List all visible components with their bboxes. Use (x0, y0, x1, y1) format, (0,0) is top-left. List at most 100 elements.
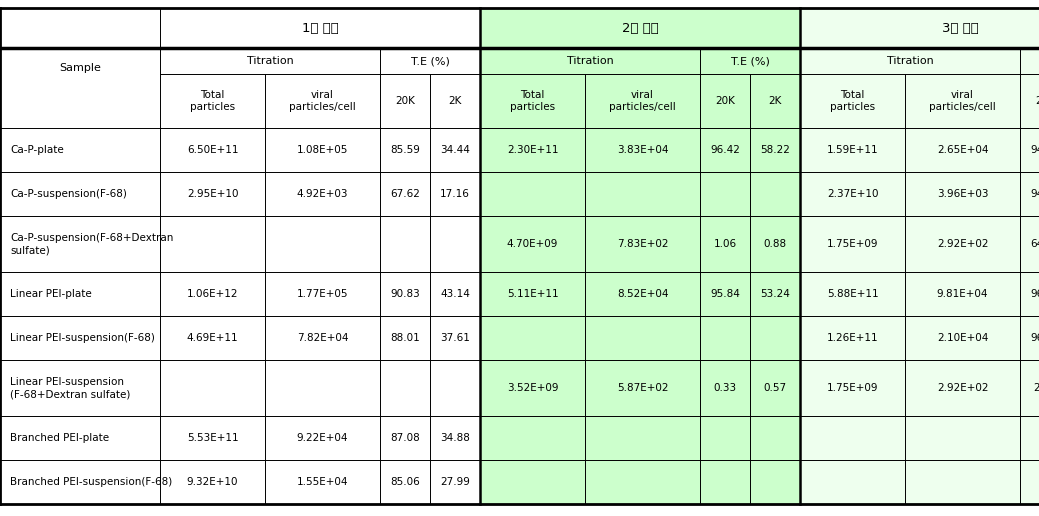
Bar (1020, 316, 1039, 360)
Bar (905, 74, 1020, 128)
Bar (700, 216, 750, 272)
Text: 3차 실험: 3차 실험 (941, 22, 979, 35)
Bar (800, 360, 905, 416)
Bar (905, 272, 1020, 316)
Text: 3.96E+03: 3.96E+03 (937, 189, 988, 199)
Bar (750, 416, 800, 460)
Bar (700, 48, 800, 74)
Bar (1020, 128, 1039, 172)
Bar (750, 172, 800, 216)
Bar (1020, 272, 1039, 316)
Text: Branched PEI-plate: Branched PEI-plate (10, 433, 109, 443)
Bar (905, 416, 1020, 460)
Bar (1020, 416, 1039, 460)
Text: 43.14: 43.14 (441, 289, 470, 299)
Bar (480, 272, 585, 316)
Bar (585, 416, 700, 460)
Bar (265, 172, 380, 216)
Bar (585, 460, 700, 504)
Text: Linear PEI-plate: Linear PEI-plate (10, 289, 91, 299)
Bar (0, 460, 160, 504)
Text: 96.42: 96.42 (710, 145, 740, 155)
Bar (430, 128, 480, 172)
Bar (1020, 74, 1039, 128)
Text: 3.83E+04: 3.83E+04 (617, 145, 668, 155)
Text: 94.72: 94.72 (1030, 145, 1039, 155)
Bar (430, 272, 480, 316)
Text: 2K: 2K (768, 96, 781, 106)
Text: Sample: Sample (59, 63, 101, 73)
Bar (265, 272, 380, 316)
Bar (1020, 48, 1039, 74)
Bar (800, 416, 905, 460)
Bar (480, 360, 585, 416)
Bar (480, 74, 585, 128)
Bar (380, 172, 430, 216)
Bar (160, 216, 265, 272)
Bar (700, 460, 750, 504)
Bar (380, 316, 430, 360)
Text: 2.37E+10: 2.37E+10 (827, 189, 878, 199)
Bar (905, 460, 1020, 504)
Text: 64.22: 64.22 (1030, 239, 1039, 249)
Bar (0, 272, 160, 316)
Bar (700, 316, 750, 360)
Text: 85.06: 85.06 (390, 477, 420, 487)
Bar (160, 48, 380, 74)
Text: 1.08E+05: 1.08E+05 (297, 145, 348, 155)
Bar (1020, 216, 1039, 272)
Bar (380, 216, 430, 272)
Bar (430, 172, 480, 216)
Bar (160, 416, 265, 460)
Text: 1.59E+11: 1.59E+11 (827, 145, 878, 155)
Bar (750, 128, 800, 172)
Text: 4.92E+03: 4.92E+03 (297, 189, 348, 199)
Bar (585, 272, 700, 316)
Bar (480, 172, 585, 216)
Text: T.E (%): T.E (%) (410, 56, 450, 66)
Bar (480, 416, 585, 460)
Bar (800, 8, 1039, 48)
Text: Ca-P-suspension(F-68+Dextran
sulfate): Ca-P-suspension(F-68+Dextran sulfate) (10, 233, 174, 255)
Bar (0, 172, 160, 216)
Bar (585, 360, 700, 416)
Bar (750, 460, 800, 504)
Bar (430, 316, 480, 360)
Text: 85.59: 85.59 (390, 145, 420, 155)
Text: 87.08: 87.08 (390, 433, 420, 443)
Text: Ca-P-plate: Ca-P-plate (10, 145, 63, 155)
Text: viral
particles/cell: viral particles/cell (289, 90, 356, 112)
Text: 7.82E+04: 7.82E+04 (297, 333, 348, 343)
Bar (800, 172, 905, 216)
Text: 9.22E+04: 9.22E+04 (297, 433, 348, 443)
Text: 5.53E+11: 5.53E+11 (187, 433, 238, 443)
Bar (265, 316, 380, 360)
Text: 8.52E+04: 8.52E+04 (617, 289, 668, 299)
Bar (0, 216, 160, 272)
Bar (380, 74, 430, 128)
Bar (380, 48, 480, 74)
Bar (700, 272, 750, 316)
Text: 2.92E+02: 2.92E+02 (937, 239, 988, 249)
Text: 1차 실험: 1차 실험 (301, 22, 339, 35)
Text: 1.26E+11: 1.26E+11 (827, 333, 878, 343)
Bar (160, 272, 265, 316)
Bar (750, 74, 800, 128)
Bar (265, 216, 380, 272)
Bar (380, 272, 430, 316)
Text: 2.92E+02: 2.92E+02 (937, 383, 988, 393)
Bar (380, 360, 430, 416)
Text: T.E (%): T.E (%) (730, 56, 770, 66)
Text: 2차 실험: 2차 실험 (621, 22, 659, 35)
Text: 34.44: 34.44 (441, 145, 470, 155)
Text: viral
particles/cell: viral particles/cell (609, 90, 676, 112)
Text: viral
particles/cell: viral particles/cell (929, 90, 995, 112)
Text: 3.52E+09: 3.52E+09 (507, 383, 558, 393)
Bar (380, 416, 430, 460)
Bar (0, 360, 160, 416)
Bar (0, 128, 160, 172)
Bar (800, 74, 905, 128)
Bar (800, 460, 905, 504)
Bar (905, 216, 1020, 272)
Text: 2.10E+04: 2.10E+04 (937, 333, 988, 343)
